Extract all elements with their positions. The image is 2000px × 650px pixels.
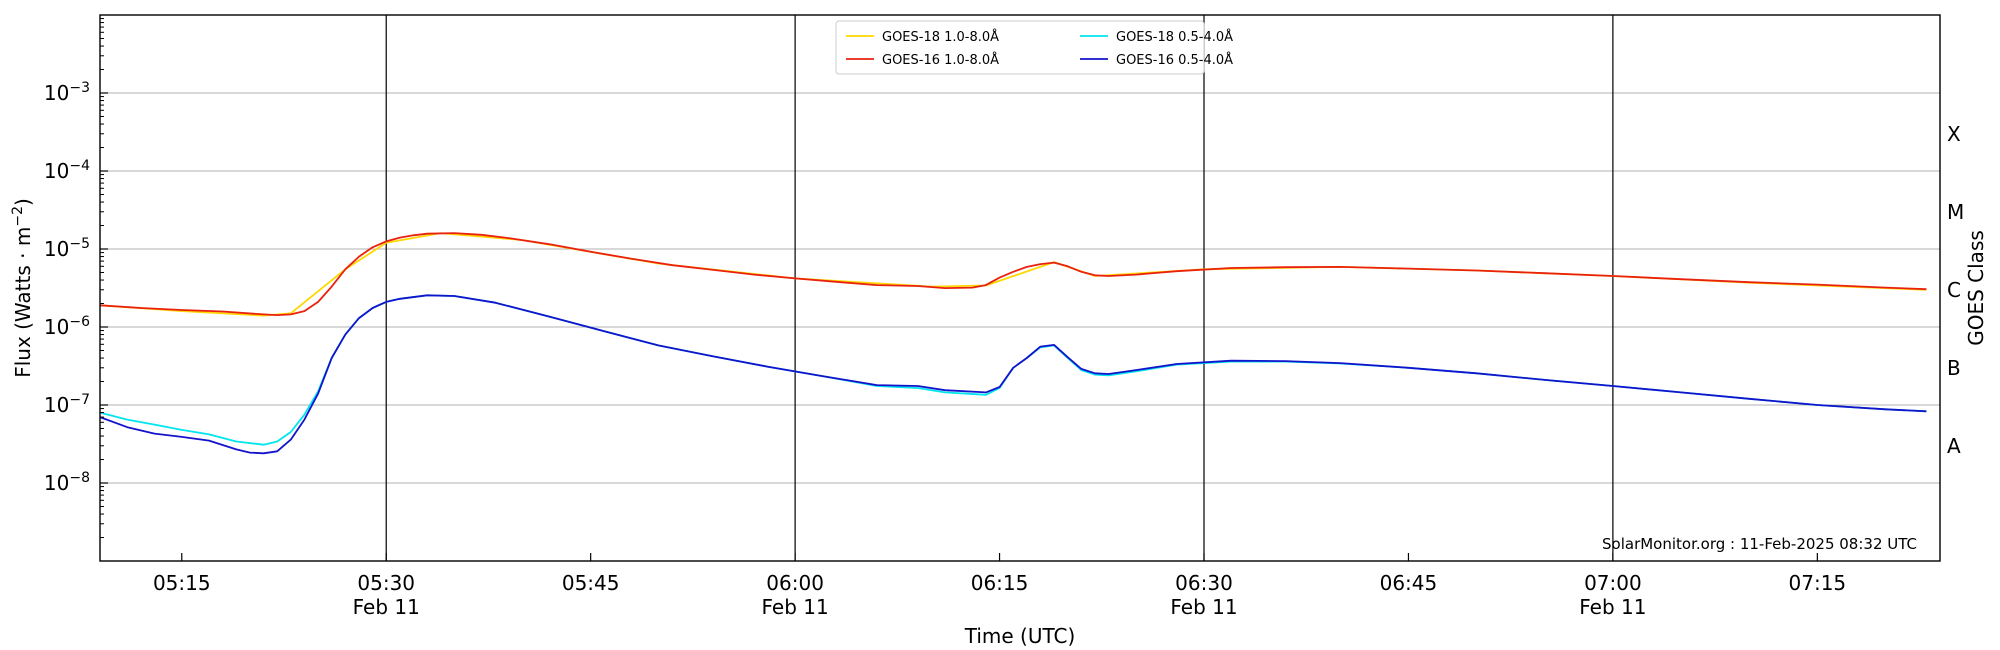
y-tick-base: 10 <box>44 237 69 261</box>
x-tick-label: 06:30 <box>1175 571 1233 595</box>
y-axis-title: Flux (Watts · m−2) <box>10 198 35 378</box>
goes-class-axis-title: GOES Class <box>1964 230 1988 346</box>
y-tick-exponent: −8 <box>69 470 90 486</box>
flux-series <box>99 232 1927 455</box>
x-tick-date-label: Feb 11 <box>762 595 829 619</box>
y-axis-ticks: 10−810−710−610−510−410−3 <box>44 18 108 539</box>
goes-class-label: A <box>1947 434 1961 458</box>
y-axis-title-base: Flux (Watts · m <box>11 227 35 378</box>
series-line-4 <box>99 294 1927 455</box>
plot-frame <box>99 14 1941 562</box>
goes-class-label: X <box>1947 122 1961 146</box>
grid-lines <box>100 92 1940 484</box>
day-time-markers <box>385 15 1614 561</box>
y-axis-title-exponent: −2 <box>10 206 26 227</box>
goes-class-label: B <box>1947 356 1961 380</box>
x-tick-date-label: Feb 11 <box>1170 595 1237 619</box>
goes-class-label: C <box>1947 278 1961 302</box>
y-tick-exponent: −3 <box>69 80 90 96</box>
x-tick-date-label: Feb 11 <box>353 595 420 619</box>
series-line-2 <box>99 232 1927 317</box>
y-tick-exponent: −7 <box>69 392 90 408</box>
y-tick-label: 10−8 <box>44 470 90 495</box>
x-tick-label: 05:15 <box>153 571 211 595</box>
y-tick-base: 10 <box>44 315 69 339</box>
y-tick-base: 10 <box>44 81 69 105</box>
x-tick-label: 06:45 <box>1380 571 1438 595</box>
x-tick-label: 06:00 <box>766 571 824 595</box>
x-tick-label: 05:45 <box>562 571 620 595</box>
legend: GOES-18 1.0-8.0Å GOES-16 1.0-8.0Å GOES-18 … <box>835 20 1233 75</box>
y-tick-base: 10 <box>44 471 69 495</box>
goes-class-ticks: A B C M X <box>1947 122 1964 458</box>
legend-box <box>835 20 1205 75</box>
y-tick-exponent: −4 <box>69 158 90 174</box>
x-tick-label: 05:30 <box>357 571 415 595</box>
y-tick-base: 10 <box>44 159 69 183</box>
y-tick-label: 10−6 <box>44 314 90 339</box>
y-tick-label: 10−5 <box>44 236 90 261</box>
legend-items: GOES-18 1.0-8.0Å GOES-16 1.0-8.0Å GOES-18 … <box>846 29 1233 68</box>
legend-label: GOES-18 0.5-4.0Å <box>1116 29 1233 45</box>
legend-label: GOES-18 1.0-8.0Å <box>882 29 999 45</box>
x-tick-date-label: Feb 11 <box>1579 595 1646 619</box>
x-tick-label: 07:15 <box>1789 571 1847 595</box>
x-tick-label: 07:00 <box>1584 571 1642 595</box>
y-tick-label: 10−7 <box>44 392 90 417</box>
x-axis-title: Time (UTC) <box>964 624 1076 648</box>
legend-label: GOES-16 0.5-4.0Å <box>1116 52 1233 68</box>
source-watermark: SolarMonitor.org : 11-Feb-2025 08:32 UTC <box>1602 535 1917 553</box>
goes-class-label: M <box>1947 200 1964 224</box>
y-tick-base: 10 <box>44 393 69 417</box>
y-tick-label: 10−3 <box>44 80 90 105</box>
y-tick-exponent: −5 <box>69 236 90 252</box>
y-tick-label: 10−4 <box>44 158 90 183</box>
x-tick-label: 06:15 <box>971 571 1029 595</box>
y-tick-exponent: −6 <box>69 314 90 330</box>
y-axis-title-close: ) <box>11 198 35 206</box>
legend-label: GOES-16 1.0-8.0Å <box>882 52 999 68</box>
